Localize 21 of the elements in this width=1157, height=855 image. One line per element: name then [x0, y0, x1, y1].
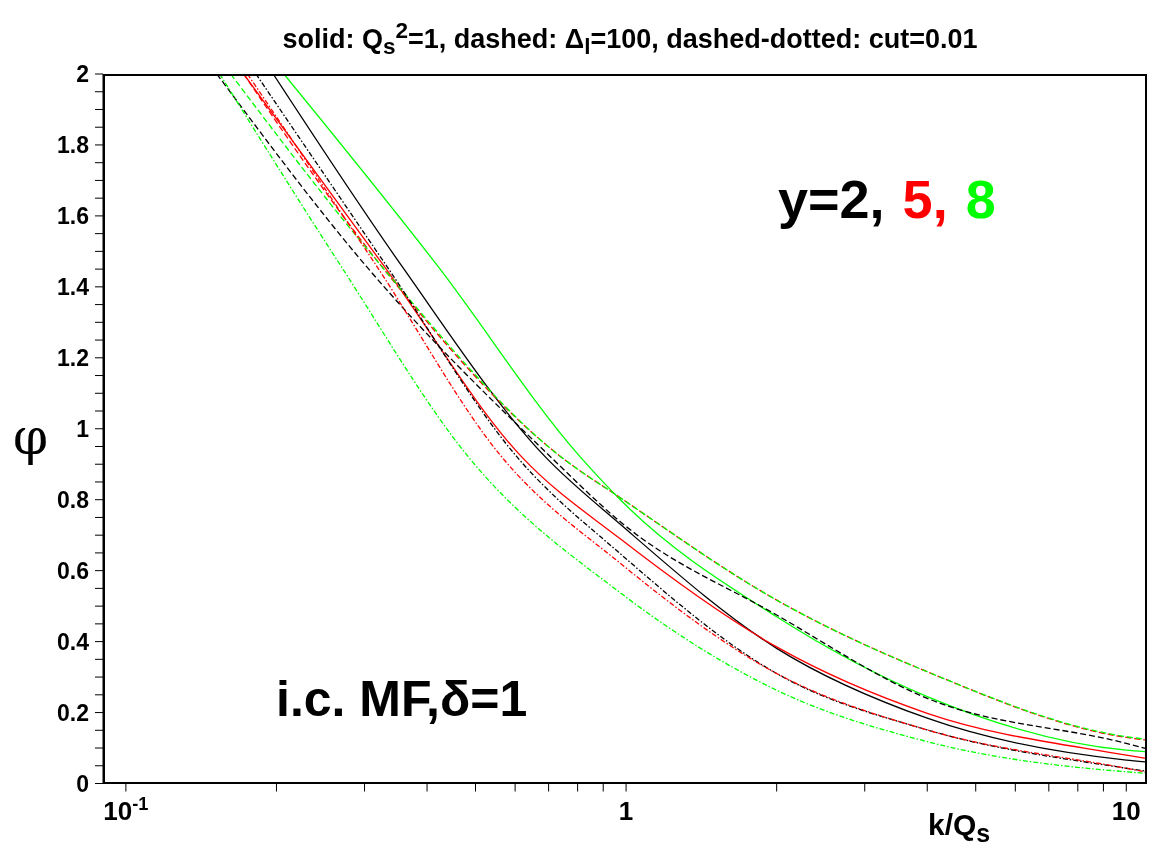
chart-title: solid: Q$_{s}$$^{2}$=1, dashed: Δ$_{l}$=100, dashed-dotted: cut=0.01	[281, 18, 979, 61]
annotation: i.c. MF,δ=1	[276, 670, 528, 728]
y-tick-label: 0.6	[57, 557, 89, 584]
x-tick-label: 1	[618, 795, 634, 826]
y-tick-label: 1.2	[57, 344, 89, 371]
y-tick-label: 0.4	[57, 628, 90, 655]
y-tick-label: 1.8	[57, 131, 90, 158]
annotation: y=2,	[778, 169, 885, 229]
y-tick-label: 0.2	[57, 699, 89, 726]
x-axis-title: k/Q$_{s}$	[928, 808, 991, 848]
y-tick-label: 0	[76, 770, 89, 797]
y-tick-label: 1	[76, 415, 90, 442]
x-tick-label: 10	[1111, 795, 1141, 826]
y-tick-label: 2	[76, 61, 89, 87]
annotation: 8	[965, 169, 996, 229]
y-tick-label: 1.6	[57, 202, 89, 229]
y-tick-label: 1.4	[57, 273, 90, 300]
y-tick-label: 0.8	[57, 486, 90, 513]
x-tick-label: 10$^{-1}$	[103, 793, 149, 826]
annotation: 5,	[902, 169, 948, 229]
y-axis-title: φ	[13, 408, 49, 466]
